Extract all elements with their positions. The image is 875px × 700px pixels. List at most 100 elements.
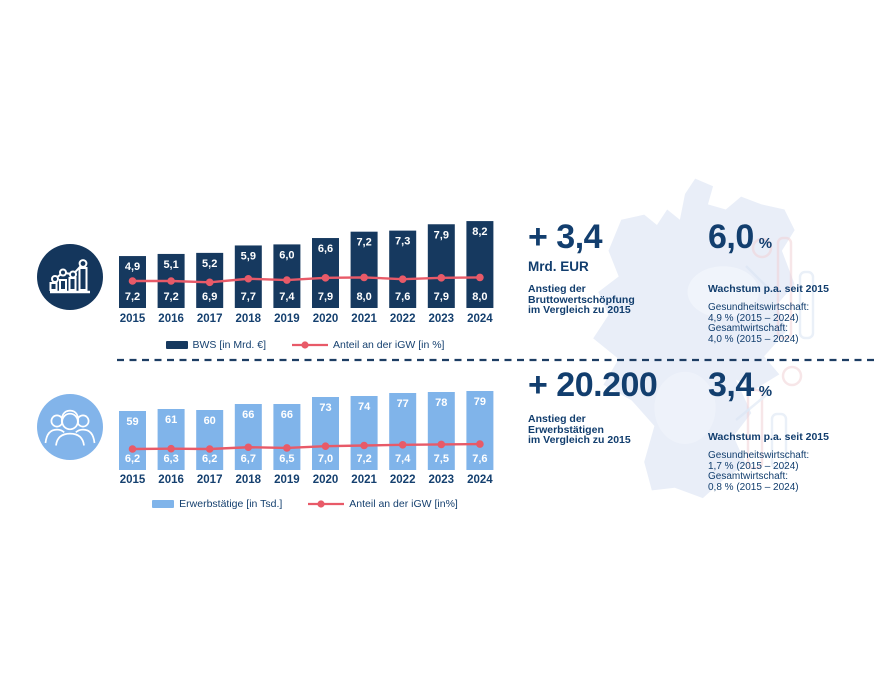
kpi-desc-line: im Vergleich zu 2015: [528, 304, 631, 316]
chart-legend: Erwerbstätige [in Tsd.] Anteil an der iGW…: [110, 498, 500, 510]
line-marker: [398, 275, 407, 283]
value-labels: 59 6,2 61 6,3 60 6,2 66 6,7 66 6,5 73 7,0 74 7,2 77 7,4…: [125, 396, 488, 465]
kpi-detail-line: Gesamtwirtschaft:: [708, 323, 789, 334]
line-swatch: [308, 500, 345, 508]
line-marker: [360, 273, 368, 282]
kpi-detail-line: 4,9 % (2015 – 2024): [708, 312, 799, 324]
bar: [389, 393, 417, 470]
line-marker: [283, 444, 291, 452]
bar-value-label: 5,9: [241, 250, 256, 262]
kpi-subtitle: Wachstum p.a. seit 2015: [708, 283, 829, 295]
year-label: 2018: [236, 313, 262, 325]
line-marker: [321, 274, 330, 282]
legend-label: Erwerbstätige [in Tsd.]: [179, 498, 283, 510]
bar-value-label: 77: [397, 398, 409, 410]
bar: [427, 224, 455, 308]
kpi-employment-growth-rate: 3,4% Wachstum p.a. seit 2015 Gesundheits…: [708, 367, 873, 493]
kpi-percent-sign: %: [758, 383, 773, 400]
year-label: 2015: [120, 313, 146, 325]
line-value-label: 7,7: [241, 291, 256, 303]
bar-value-label: 59: [126, 416, 138, 428]
bar: [466, 391, 494, 470]
bar-value-label: 74: [358, 401, 371, 413]
bar: [119, 411, 146, 470]
kpi-detail-line: 0,8 % (2015 – 2024): [708, 481, 799, 493]
line-marker: [360, 441, 368, 450]
kpi-big-number: 3,4: [708, 366, 754, 404]
bar: [350, 396, 378, 470]
bar-value-label: 7,3: [395, 236, 410, 248]
bar: [389, 230, 417, 308]
bar-value-label: 7,2: [356, 237, 371, 249]
kpi-unit: Mrd. EUR: [528, 259, 589, 274]
line-marker: [476, 440, 484, 448]
bar-value-label: 73: [319, 402, 331, 414]
line-marker: [205, 445, 214, 453]
line-marker: [244, 443, 253, 452]
year-label: 2020: [313, 474, 339, 486]
bar: [234, 404, 262, 470]
legend-item-bar: Erwerbstätige [in Tsd.]: [152, 498, 282, 510]
bar-value-label: 61: [165, 414, 177, 426]
line-marker: [321, 442, 330, 450]
bar-value-label: 78: [435, 397, 447, 409]
erwerbstaetige-chart: 59 6,2 61 6,3 60 6,2 66 6,7 66 6,5 73 7,0 74 7,2 77 7,4…: [110, 371, 500, 510]
kpi-detail-line: Gesundheitswirtschaft:: [708, 450, 810, 461]
bar-value-label: 4,9: [125, 261, 140, 273]
kpi-details: Gesundheitswirtschaft: 1,7 % (2015 – 202…: [708, 450, 873, 493]
kpi-description: Anstieg der Bruttowertschöpfung im Vergl…: [528, 284, 698, 316]
year-label: 2020: [313, 313, 339, 325]
bars: [119, 391, 494, 470]
year-labels: 2015 2016 2017 2018 2019 2020 2021 2022 2023 2024: [120, 313, 494, 325]
legend-item-line: Anteil an der iGW [in %]: [292, 339, 444, 351]
line-marker: [128, 445, 137, 453]
line-marker: [205, 278, 214, 287]
kpi-big-value: 3,4%: [708, 367, 873, 410]
kpi-details: Gesundheitswirtschaft: 4,9 % (2015 – 202…: [708, 302, 873, 345]
bar-swatch: [165, 341, 188, 349]
map-highlight: [687, 266, 759, 318]
watermark-chart-icon: [735, 365, 803, 470]
kpi-desc-line: Erwerbstätigen: [528, 423, 604, 436]
bar-value-label: 60: [204, 415, 216, 427]
bar-chart-growth-icon: [49, 259, 90, 294]
line-value-label: 7,2: [356, 453, 371, 465]
kpi-bws-increase: + 3,4 Mrd. EUR Anstieg der Bruttowertsch…: [528, 219, 698, 316]
kpi-big-value: 6,0%: [708, 219, 873, 262]
legend-item-line: Anteil an der iGW [in%]: [308, 498, 458, 510]
year-label: 2023: [429, 313, 455, 325]
year-label: 2022: [390, 313, 416, 325]
line-value-label: 6,9: [202, 291, 217, 303]
kpi-bws-growth-rate: 6,0% Wachstum p.a. seit 2015 Gesundheits…: [708, 219, 873, 345]
map-highlight: [654, 371, 716, 444]
kpi-description: Anstieg der Erwerbstätigen im Vergleich …: [528, 414, 703, 446]
bar: [427, 392, 455, 470]
kpi-big-value: + 20.200: [528, 366, 658, 404]
kpi-detail-line: 1,7 % (2015 – 2024): [708, 460, 799, 472]
year-label: 2015: [120, 474, 146, 486]
line-value-label: 7,9: [434, 291, 449, 303]
line-value-label: 7,6: [472, 453, 487, 465]
kpi-subtitle: Wachstum p.a. seit 2015: [708, 431, 829, 443]
bar-value-label: 5,1: [163, 259, 178, 271]
year-label: 2024: [467, 474, 493, 486]
line-value-label: 7,6: [395, 291, 410, 303]
legend-label: Anteil an der iGW [in%]: [349, 498, 458, 510]
year-label: 2016: [158, 474, 184, 486]
kpi-detail-line: 4,0 % (2015 – 2024): [708, 333, 799, 345]
legend-label: BWS [in Mrd. €]: [192, 339, 267, 351]
share-line: [132, 442, 480, 451]
line-value-label: 6,5: [279, 453, 294, 465]
line-marker: [398, 441, 407, 449]
kpi-detail-line: Gesundheitswirtschaft:: [708, 302, 810, 313]
line-value-label: 7,9: [318, 291, 333, 303]
line-value-label: 6,2: [125, 453, 140, 465]
line-value-label: 6,2: [202, 453, 217, 465]
erwerbstaetige-plot: 59 6,2 61 6,3 60 6,2 66 6,7 66 6,5 73 7,0 74 7,2 77 7,4…: [119, 391, 494, 486]
kpi-desc-line: Bruttowertschöpfung: [528, 293, 635, 306]
line-marker: [167, 277, 175, 285]
year-label: 2022: [390, 474, 416, 486]
year-label: 2016: [158, 313, 184, 325]
year-label: 2021: [351, 474, 377, 486]
